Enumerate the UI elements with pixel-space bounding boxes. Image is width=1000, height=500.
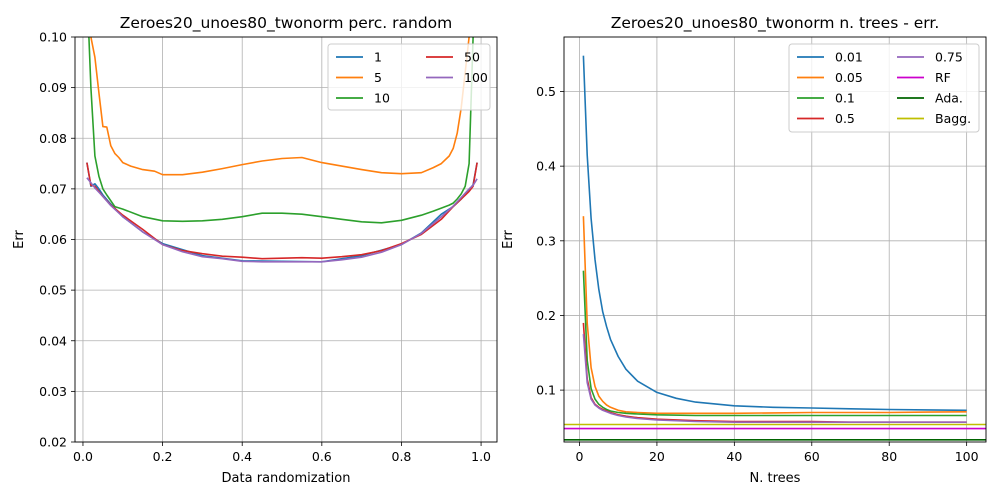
x-axis-label: N. trees (750, 471, 801, 486)
legend-label: 100 (464, 70, 488, 85)
chart-title: Zeroes20_unoes80_twonorm perc. random (120, 14, 453, 33)
legend-item: 1 (336, 50, 382, 65)
series-line-0.1 (582, 270, 967, 417)
y-tick-label: 0.03 (39, 384, 67, 399)
legend-item: 0.05 (797, 70, 863, 85)
legend-item: 5 (336, 70, 382, 85)
x-tick-label: 100 (955, 449, 979, 464)
series-line-100 (86, 177, 478, 263)
chart-title: Zeroes20_unoes80_twonorm n. trees - err. (611, 14, 940, 33)
y-tick-label: 0.3 (536, 233, 556, 248)
y-tick-label: 0.02 (39, 435, 67, 450)
y-axis-label: Err (501, 230, 516, 249)
y-tick-label: 0.1 (536, 383, 556, 398)
series-group (86, 37, 478, 263)
legend-box (788, 43, 980, 133)
legend-item: Ada. (897, 91, 963, 106)
y-tick-label: 0.10 (39, 30, 67, 45)
legend-item: 100 (426, 70, 488, 85)
y-axis-label: Err (12, 230, 27, 249)
legend-item: 0.75 (897, 50, 963, 65)
series-line-5 (90, 37, 470, 176)
y-tick-label: 0.09 (39, 80, 67, 95)
grid (564, 37, 986, 442)
legend-label: 0.5 (835, 111, 855, 126)
axes-frame (563, 36, 987, 443)
x-tick-label: 0 (576, 449, 584, 464)
legend-label: 0.01 (835, 50, 863, 65)
legend-item: 50 (426, 50, 480, 65)
legend-box (327, 43, 491, 111)
legend: 1 5 10 50 100 (327, 43, 491, 111)
x-tick-label: 1.0 (471, 449, 491, 464)
x-tick-label: 0.4 (232, 449, 252, 464)
legend-label: 5 (374, 70, 382, 85)
legend-item: 0.01 (797, 50, 863, 65)
y-tick-label: 0.07 (39, 181, 67, 196)
x-tick-label: 20 (649, 449, 665, 464)
chart-2: 0 20 40 60 80 100 0.1 0.2 0.3 0.4 0.5 Zeroes20_unoe… (501, 14, 987, 486)
legend-label: Ada. (935, 91, 963, 106)
y-tick-label: 0.05 (39, 283, 67, 298)
series-line-0.05 (582, 216, 967, 415)
x-tick-label: 40 (726, 449, 742, 464)
x-tick-label: 0.2 (153, 449, 173, 464)
legend-label: 1 (374, 50, 382, 65)
legend-label: 10 (374, 91, 390, 106)
y-tick-label: 0.06 (39, 232, 67, 247)
y-tick-label: 0.2 (536, 308, 556, 323)
x-axis-label: Data randomization (222, 471, 351, 486)
y-tick-label: 0.04 (39, 333, 67, 348)
legend: 0.01 0.05 0.1 0.5 0.75 RF Ada. Bagg. (788, 43, 980, 133)
x-tick-label: 80 (881, 449, 897, 464)
legend-label: Bagg. (935, 111, 971, 126)
series-group (564, 55, 986, 441)
legend-item: 10 (336, 91, 390, 106)
legend-item: 0.1 (797, 91, 855, 106)
y-tick-label: 0.08 (39, 131, 67, 146)
legend-label: RF (935, 70, 951, 85)
x-tick-label: 0.8 (392, 449, 412, 464)
chart-1: 0.0 0.2 0.4 0.6 0.8 1.0 0.02 0.03 0.04 0.05 0.06 0.… (12, 14, 498, 486)
legend-label: 50 (464, 50, 480, 65)
y-tick-label: 0.5 (536, 84, 556, 99)
legend-label: 0.1 (835, 91, 855, 106)
legend-item: RF (897, 70, 951, 85)
y-tick-label: 0.4 (536, 159, 556, 174)
series-line-50 (86, 162, 478, 260)
legend-item: Bagg. (897, 111, 971, 126)
legend-label: 0.05 (835, 70, 863, 85)
legend-label: 0.75 (935, 50, 963, 65)
series-line-1 (86, 162, 478, 263)
series-line-10 (88, 37, 474, 224)
x-tick-label: 60 (804, 449, 820, 464)
x-tick-label: 0.6 (312, 449, 332, 464)
x-tick-label: 0.0 (73, 449, 93, 464)
legend-item: 0.5 (797, 111, 855, 126)
series-line-0.01 (582, 55, 967, 412)
series-line-0.75 (582, 334, 967, 424)
